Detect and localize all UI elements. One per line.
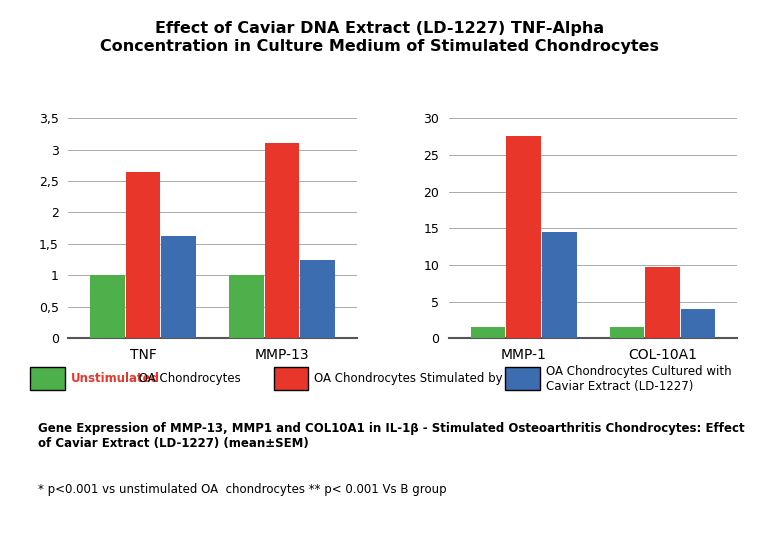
Bar xyxy=(90,275,125,338)
Text: * p<0.001 vs unstimulated OA  chondrocytes ** p< 0.001 Vs B group: * p<0.001 vs unstimulated OA chondrocyte… xyxy=(38,483,447,496)
Bar xyxy=(681,309,715,338)
Bar xyxy=(645,267,679,338)
Bar xyxy=(229,275,264,338)
Bar xyxy=(126,172,160,338)
Bar xyxy=(610,327,644,338)
Text: Unstimulated: Unstimulated xyxy=(71,372,160,385)
Bar xyxy=(264,143,299,338)
Text: Effect of Caviar DNA Extract (LD-1227) TNF-Alpha
Concentration in Culture Medium: Effect of Caviar DNA Extract (LD-1227) T… xyxy=(100,21,660,54)
Bar xyxy=(161,236,196,338)
Text: OA Chondrocytes: OA Chondrocytes xyxy=(135,372,241,385)
Text: OA Chondrocytes Stimulated by IL1b: OA Chondrocytes Stimulated by IL1b xyxy=(314,372,531,385)
Bar xyxy=(506,136,541,338)
Bar xyxy=(300,260,335,338)
Text: OA Chondrocytes Cultured with
Caviar Extract (LD-1227): OA Chondrocytes Cultured with Caviar Ext… xyxy=(546,365,731,393)
Bar xyxy=(542,232,577,338)
Text: Gene Expression of MMP-13, MMP1 and COL10A1 in IL-1β - Stimulated Osteoarthritis: Gene Expression of MMP-13, MMP1 and COL1… xyxy=(38,422,745,449)
Bar xyxy=(470,327,505,338)
